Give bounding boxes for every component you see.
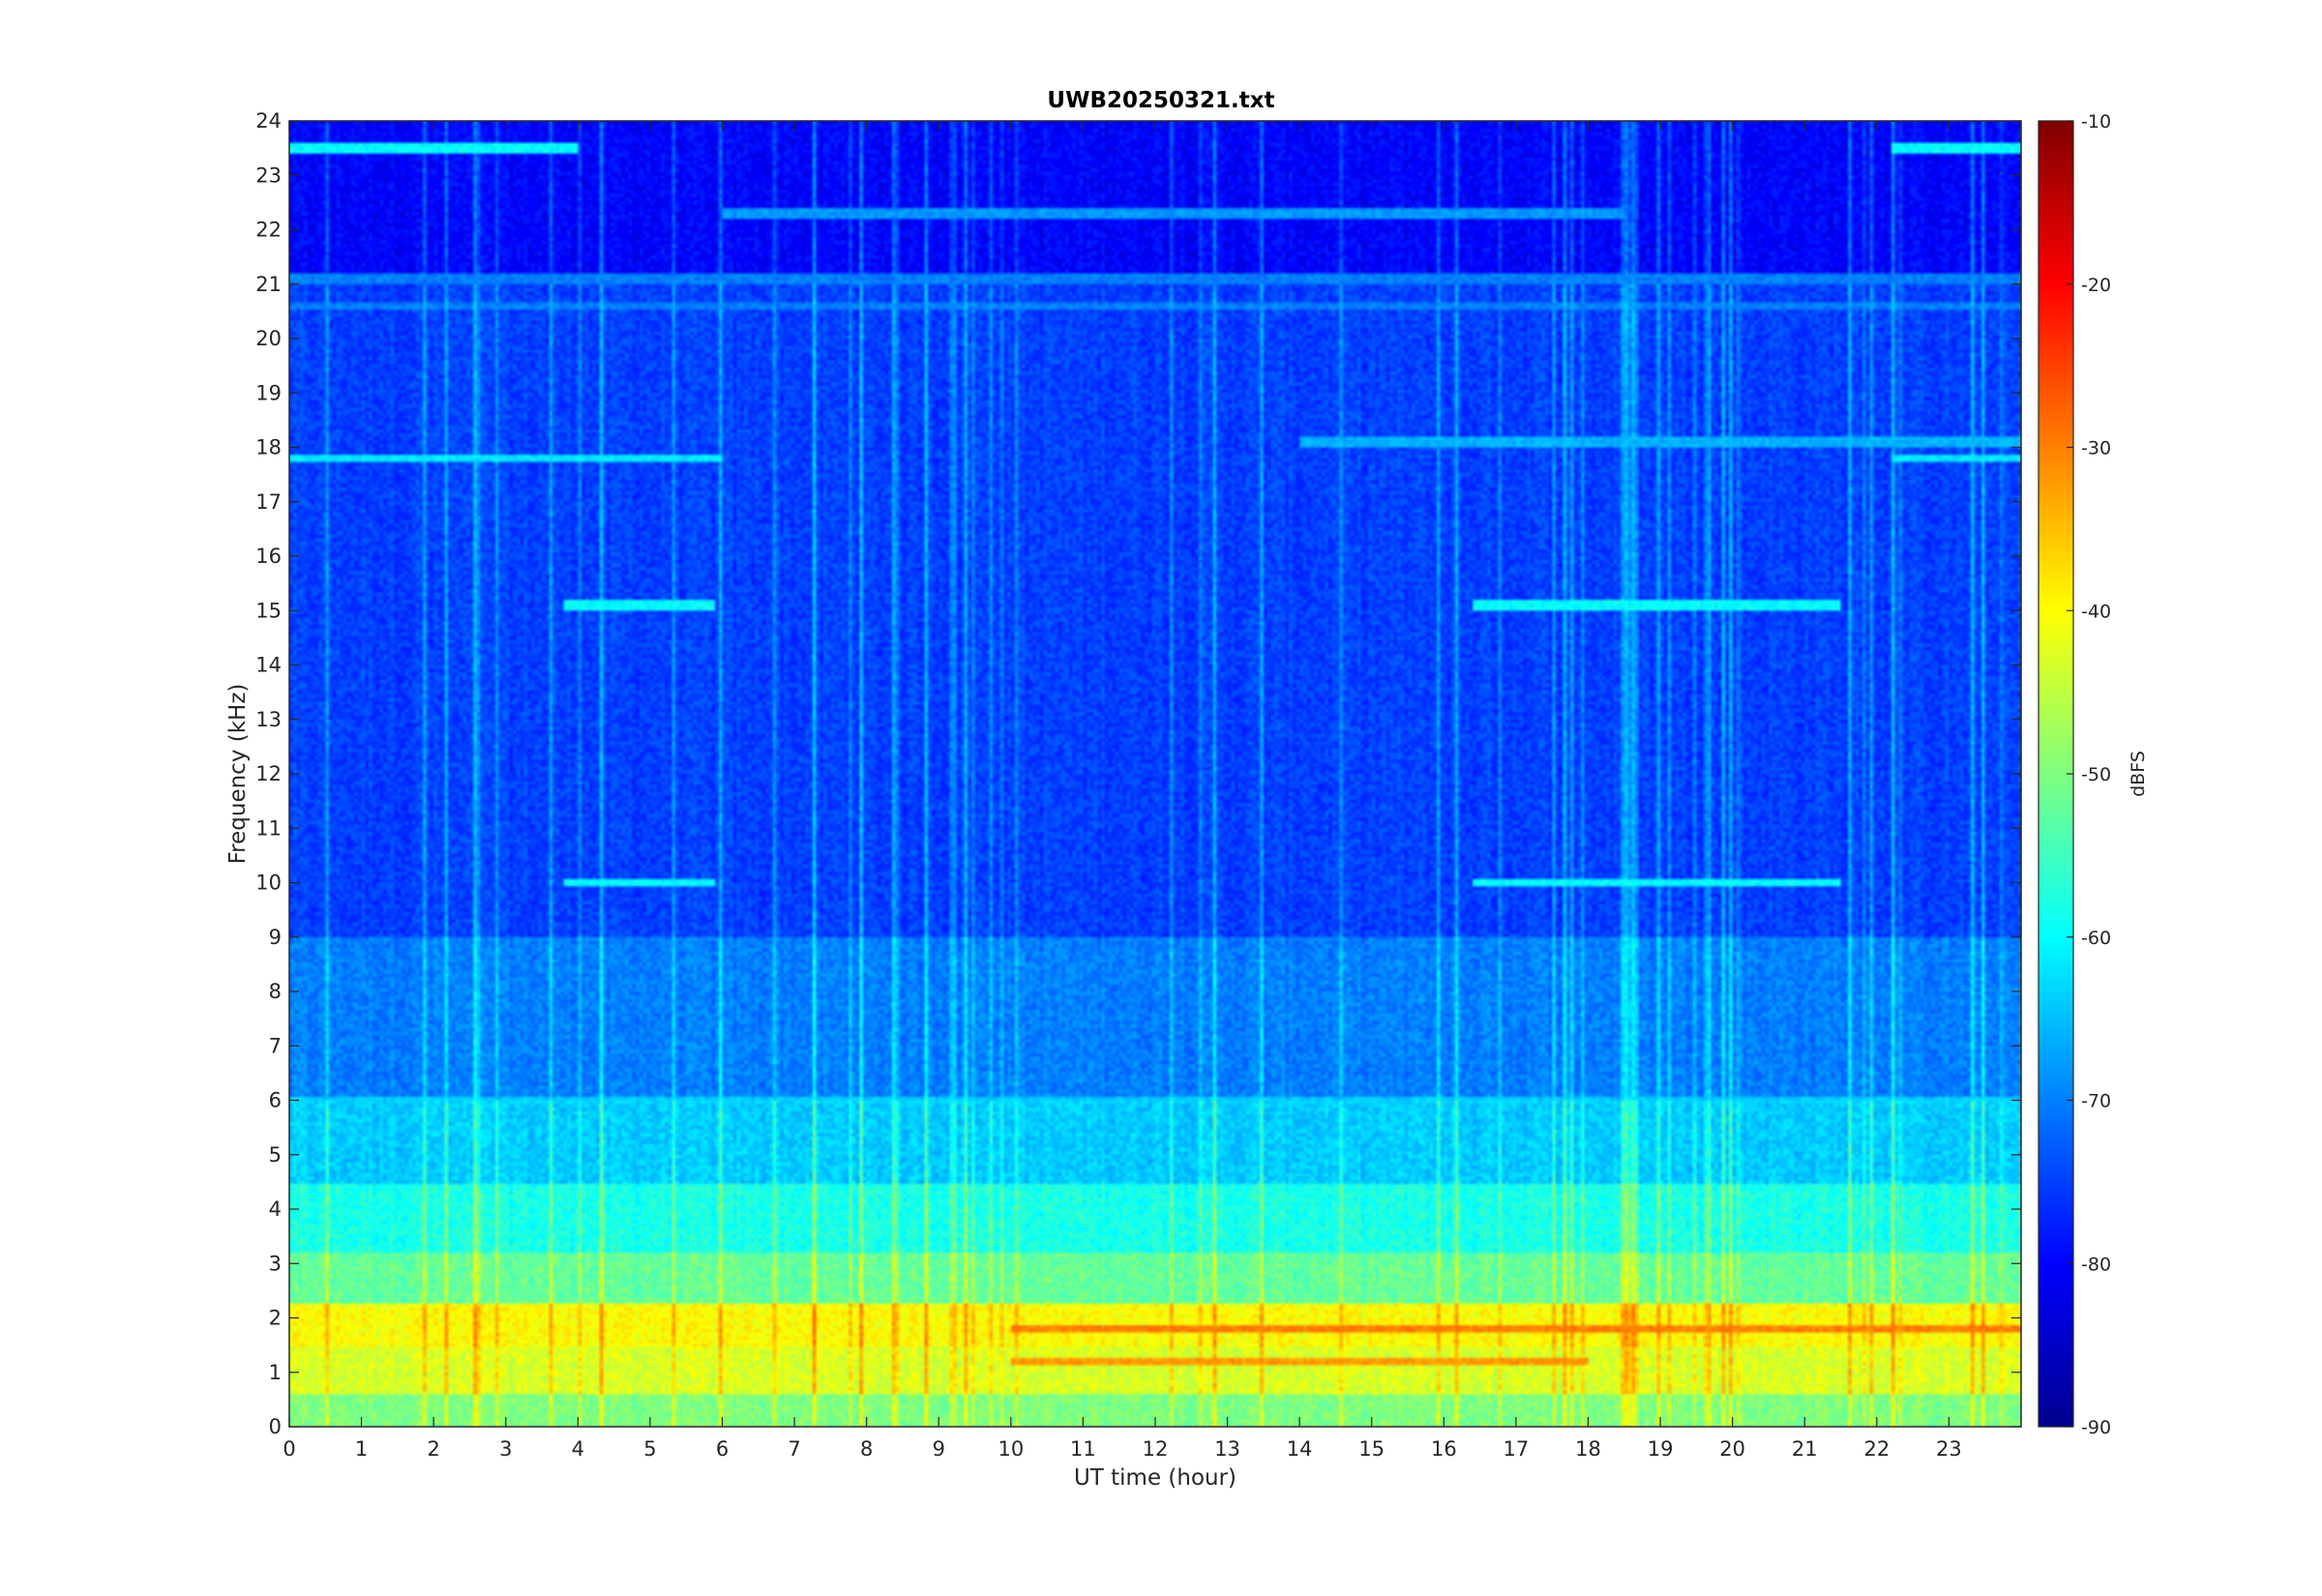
- spectrogram-plot-area: [288, 120, 2022, 1428]
- colorbar-tick-label: -50: [2081, 764, 2111, 785]
- chart-title: UWB20250321.txt: [1047, 88, 1274, 113]
- y-tick-label: 1: [269, 1361, 282, 1384]
- colorbar-tick-label: -30: [2081, 438, 2111, 459]
- colorbar-tick-label: -80: [2081, 1254, 2111, 1275]
- x-tick-label: 4: [572, 1437, 584, 1461]
- y-tick-label: 12: [255, 762, 282, 785]
- x-axis-label: UT time (hour): [1074, 1465, 1236, 1491]
- x-tick-label: 20: [1719, 1437, 1745, 1461]
- x-tick-label: 14: [1287, 1437, 1313, 1461]
- x-tick-label: 10: [997, 1437, 1024, 1461]
- colorbar-tick-label: -70: [2081, 1091, 2111, 1112]
- x-tick-label: 0: [283, 1437, 295, 1461]
- x-tick-label: 18: [1575, 1437, 1601, 1461]
- y-tick-label: 5: [269, 1143, 282, 1167]
- y-tick-label: 0: [269, 1415, 282, 1438]
- colorbar-tick-label: -90: [2081, 1417, 2111, 1438]
- x-tick-label: 19: [1648, 1437, 1674, 1461]
- y-tick-label: 9: [269, 926, 282, 949]
- colorbar-tick-label: -20: [2081, 275, 2111, 296]
- y-tick-label: 6: [269, 1089, 282, 1112]
- x-tick-label: 2: [427, 1437, 439, 1461]
- x-tick-label: 15: [1358, 1437, 1384, 1461]
- y-tick-label: 20: [255, 327, 282, 350]
- colorbar-tick-label: -60: [2081, 928, 2111, 949]
- y-tick-label: 24: [255, 109, 282, 133]
- y-tick-label: 2: [269, 1307, 282, 1330]
- colorbar-tick-label: -10: [2081, 111, 2111, 133]
- y-tick-label: 16: [255, 545, 282, 568]
- colorbar: -10 -20 -30 -40 -50 -60 -70 -80 -90 dBFS: [2038, 111, 2149, 1438]
- y-tick-label: 19: [255, 381, 282, 404]
- x-tick-label: 17: [1503, 1437, 1530, 1461]
- x-tick-label: 12: [1143, 1437, 1169, 1461]
- x-tick-label: 21: [1792, 1437, 1818, 1461]
- y-tick-label: 21: [255, 273, 282, 296]
- y-axis-label: Frequency (kHz): [225, 684, 251, 865]
- x-tick-label: 3: [499, 1437, 512, 1461]
- y-tick-label: 15: [255, 599, 282, 622]
- y-tick-label: 7: [269, 1034, 282, 1057]
- x-tick-label: 22: [1863, 1437, 1890, 1461]
- x-tick-label: 23: [1936, 1437, 1962, 1461]
- x-tick-label: 1: [355, 1437, 368, 1461]
- y-tick-label: 17: [255, 490, 282, 514]
- colorbar-label: dBFS: [2128, 751, 2149, 797]
- x-tick-label: 7: [788, 1437, 800, 1461]
- y-tick-label: 10: [255, 872, 282, 895]
- colorbar-ticks: -10 -20 -30 -40 -50 -60 -70 -80 -90: [2067, 111, 2111, 1438]
- spectrogram-heatmap: [289, 121, 2021, 1427]
- y-tick-label: 8: [269, 980, 282, 1003]
- y-tick-label: 18: [255, 436, 282, 459]
- y-tick-label: 23: [255, 163, 282, 187]
- y-tick-label: 22: [255, 219, 282, 242]
- colorbar-tick-label: -40: [2081, 601, 2111, 622]
- x-tick-label: 6: [716, 1437, 729, 1461]
- x-tick-label: 9: [933, 1437, 945, 1461]
- y-tick-label: 13: [255, 708, 282, 731]
- y-tick-label: 14: [255, 654, 282, 677]
- x-tick-label: 16: [1431, 1437, 1457, 1461]
- x-tick-label: 13: [1214, 1437, 1240, 1461]
- x-tick-label: 8: [860, 1437, 873, 1461]
- y-tick-label: 3: [269, 1252, 282, 1275]
- y-tick-label: 11: [255, 816, 282, 840]
- x-tick-label: 11: [1070, 1437, 1096, 1461]
- y-tick-label: 4: [269, 1197, 282, 1221]
- x-tick-label: 5: [643, 1437, 656, 1461]
- x-axis: 0 1 2 3 4 5 6 7 8 9 10 11 12 13 14 15 16 17 18 19 20 21 22 23: [283, 121, 1962, 1461]
